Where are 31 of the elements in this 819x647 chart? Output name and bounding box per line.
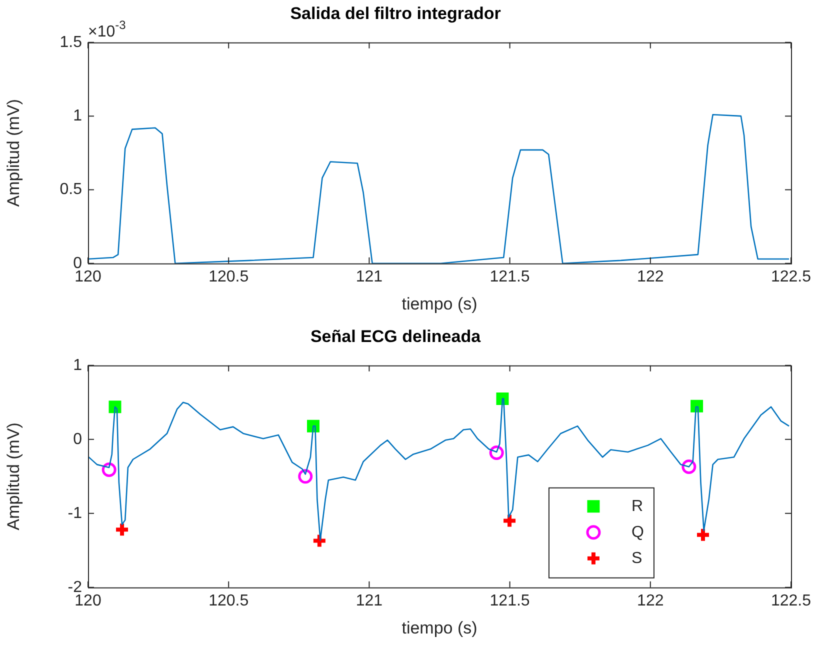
x-tick-label: 122.5: [770, 592, 812, 610]
x-tick-label: 122: [637, 268, 664, 286]
y-axis-title: Amplitud (mV): [4, 422, 23, 530]
x-tick-label: 121.5: [490, 268, 530, 286]
x-tick-label: 120.5: [208, 592, 249, 610]
point: [682, 460, 696, 474]
x-tick-label: 120.5: [208, 268, 249, 286]
x-tick-label: 121.5: [490, 592, 530, 610]
x-tick-label: 121: [356, 592, 383, 610]
x-tick-label: 121: [356, 268, 383, 286]
y-tick-label: 0.5: [60, 181, 82, 198]
point: [489, 445, 504, 460]
y-tick-label: -1: [68, 504, 82, 522]
y-tick-label: 0: [73, 430, 82, 448]
x-axis-title: tiempo (s): [402, 294, 478, 314]
legend-label: S: [631, 550, 642, 567]
chart-title: Señal ECG delineada: [310, 326, 482, 346]
x-tick-label: 122.5: [770, 268, 812, 286]
chart-title: Salida del filtro integrador: [290, 4, 502, 23]
x-tick-label: 122: [637, 592, 664, 610]
point: [502, 512, 518, 529]
legend-label: Q: [631, 524, 644, 541]
y-tick-label: 1: [73, 356, 82, 374]
y-axis-title: Amplitud (mV): [4, 99, 23, 207]
y-tick-label: 1.5: [60, 34, 82, 51]
x-axis-title: tiempo (s): [402, 618, 478, 638]
point: [114, 522, 130, 538]
legend-label: R: [631, 498, 644, 515]
point: [102, 462, 116, 477]
y-tick-label: 1: [73, 107, 82, 124]
point: [298, 469, 313, 484]
